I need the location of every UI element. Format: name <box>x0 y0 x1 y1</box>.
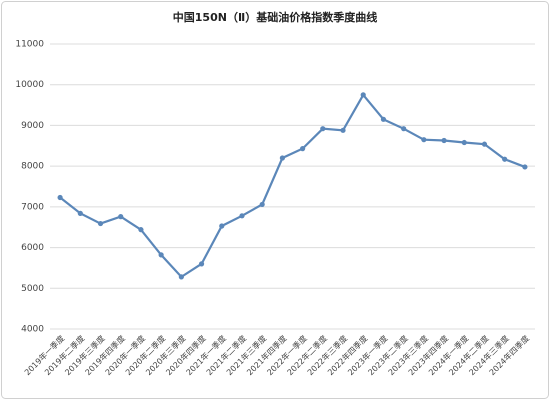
data-point <box>198 261 205 267</box>
y-tick-label: 10000 <box>15 80 44 90</box>
data-point <box>77 210 83 216</box>
data-point <box>340 127 346 133</box>
data-point <box>279 155 285 161</box>
data-point <box>360 92 366 98</box>
data-point <box>481 141 488 147</box>
data-point <box>522 164 528 170</box>
data-point <box>300 146 306 152</box>
data-point <box>57 194 63 201</box>
y-tick-label: 4000 <box>21 325 44 335</box>
data-line <box>59 92 526 279</box>
data-point <box>178 274 184 280</box>
data-point <box>421 137 427 143</box>
data-point <box>502 156 508 162</box>
data-point <box>219 223 225 229</box>
y-tick-label: 11000 <box>15 40 44 50</box>
y-tick-label: 9000 <box>21 121 44 131</box>
data-point <box>320 126 326 132</box>
chart-title: 中国150N（Ⅱ）基础油价格指数季度曲线 <box>173 10 377 24</box>
data-point <box>401 126 407 132</box>
data-point <box>239 213 245 219</box>
data-point <box>461 139 467 146</box>
y-tick-label: 8000 <box>21 162 44 172</box>
data-point <box>138 227 144 233</box>
data-point <box>441 137 447 144</box>
y-tick-label: 7000 <box>21 202 44 212</box>
data-point <box>259 201 265 208</box>
data-point <box>158 252 164 258</box>
data-point <box>118 214 124 220</box>
y-tick-label: 6000 <box>21 243 44 253</box>
data-point <box>97 220 104 227</box>
data-point <box>380 116 387 122</box>
y-tick-label: 5000 <box>21 284 44 294</box>
